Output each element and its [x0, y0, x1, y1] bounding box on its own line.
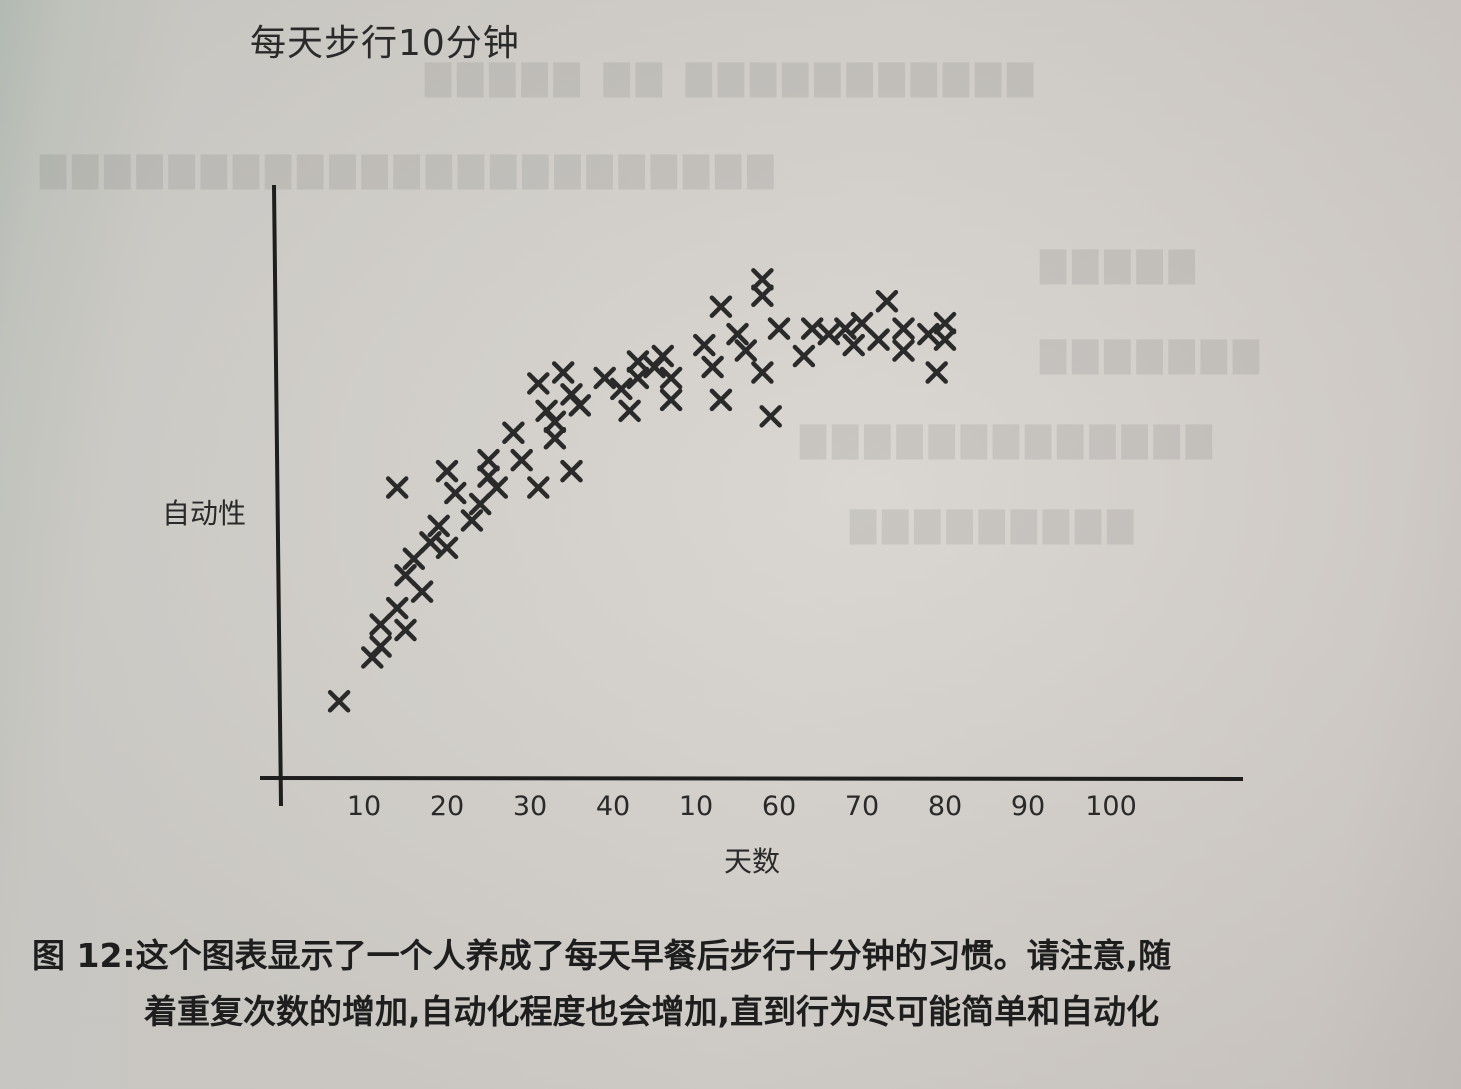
data-point	[485, 476, 509, 499]
data-point	[510, 448, 533, 472]
data-point	[410, 580, 434, 603]
data-point	[651, 344, 675, 368]
data-point	[751, 268, 774, 291]
figure-caption: 图 12:这个图表显示了一个人养成了每天早餐后步行十分钟的习惯。请注意,随 着重…	[32, 928, 1432, 1040]
data-point	[327, 690, 351, 713]
x-tick-label: 40	[596, 791, 630, 822]
data-point	[385, 596, 409, 620]
y-axis-label: 自动性	[162, 497, 247, 530]
data-point	[892, 339, 915, 362]
data-point	[626, 350, 650, 373]
data-point	[435, 536, 459, 560]
data-point	[659, 366, 683, 390]
x-tick-label: 10	[679, 791, 713, 822]
data-point	[892, 317, 915, 340]
data-point	[543, 410, 567, 434]
data-point	[419, 531, 442, 554]
data-point	[709, 388, 733, 412]
data-point	[460, 509, 484, 532]
data-point	[394, 618, 417, 642]
data-point	[551, 361, 575, 384]
data-point	[477, 448, 500, 472]
data-point	[543, 426, 567, 450]
data-point	[800, 317, 824, 340]
data-point	[925, 361, 948, 384]
data-point	[427, 514, 450, 538]
data-point	[792, 344, 816, 368]
data-point	[933, 328, 957, 351]
data-point	[726, 322, 749, 346]
x-tick-label: 100	[1085, 791, 1137, 822]
x-tick-label: 70	[845, 791, 879, 822]
chart-title: 每天步行10分钟	[250, 23, 520, 64]
x-tick-label: 60	[762, 791, 796, 822]
caption-line-2: 着重复次数的增加,自动化程度也会增加,直到行为尽可能简单和自动化	[144, 992, 1160, 1031]
data-point	[527, 372, 550, 395]
data-point	[734, 339, 758, 362]
data-point	[834, 317, 857, 340]
data-point	[709, 295, 733, 318]
data-point	[560, 459, 583, 483]
data-point	[693, 333, 716, 357]
data-point	[759, 405, 782, 428]
x-tick-label: 20	[430, 791, 464, 822]
data-point	[659, 388, 683, 412]
data-point	[610, 377, 633, 401]
data-point	[369, 635, 392, 658]
data-point	[626, 366, 650, 390]
data-point	[385, 476, 409, 499]
data-point	[751, 284, 774, 308]
data-point	[527, 476, 550, 499]
data-point	[593, 366, 616, 390]
data-point	[751, 361, 774, 384]
x-axis-label: 天数	[724, 845, 781, 878]
data-point	[875, 289, 899, 313]
x-tick-label: 90	[1011, 791, 1045, 822]
data-point	[817, 322, 841, 346]
data-point	[435, 459, 459, 483]
data-point	[568, 394, 592, 417]
data-point	[767, 317, 791, 340]
data-point	[917, 322, 940, 346]
data-point	[444, 481, 467, 505]
data-point	[867, 328, 890, 351]
data-point	[933, 311, 957, 335]
y-axis-line	[272, 184, 283, 807]
x-tick-label: 10	[347, 791, 381, 822]
data-point	[502, 421, 525, 445]
x-axis-line	[259, 776, 1244, 781]
data-point	[701, 355, 724, 379]
caption-line-1: 图 12:这个图表显示了一个人养成了每天早餐后步行十分钟的习惯。请注意,随	[32, 936, 1172, 975]
x-tick-label: 80	[928, 791, 962, 822]
x-tick-label: 30	[513, 791, 547, 822]
data-point	[618, 399, 641, 423]
data-point	[842, 333, 865, 357]
